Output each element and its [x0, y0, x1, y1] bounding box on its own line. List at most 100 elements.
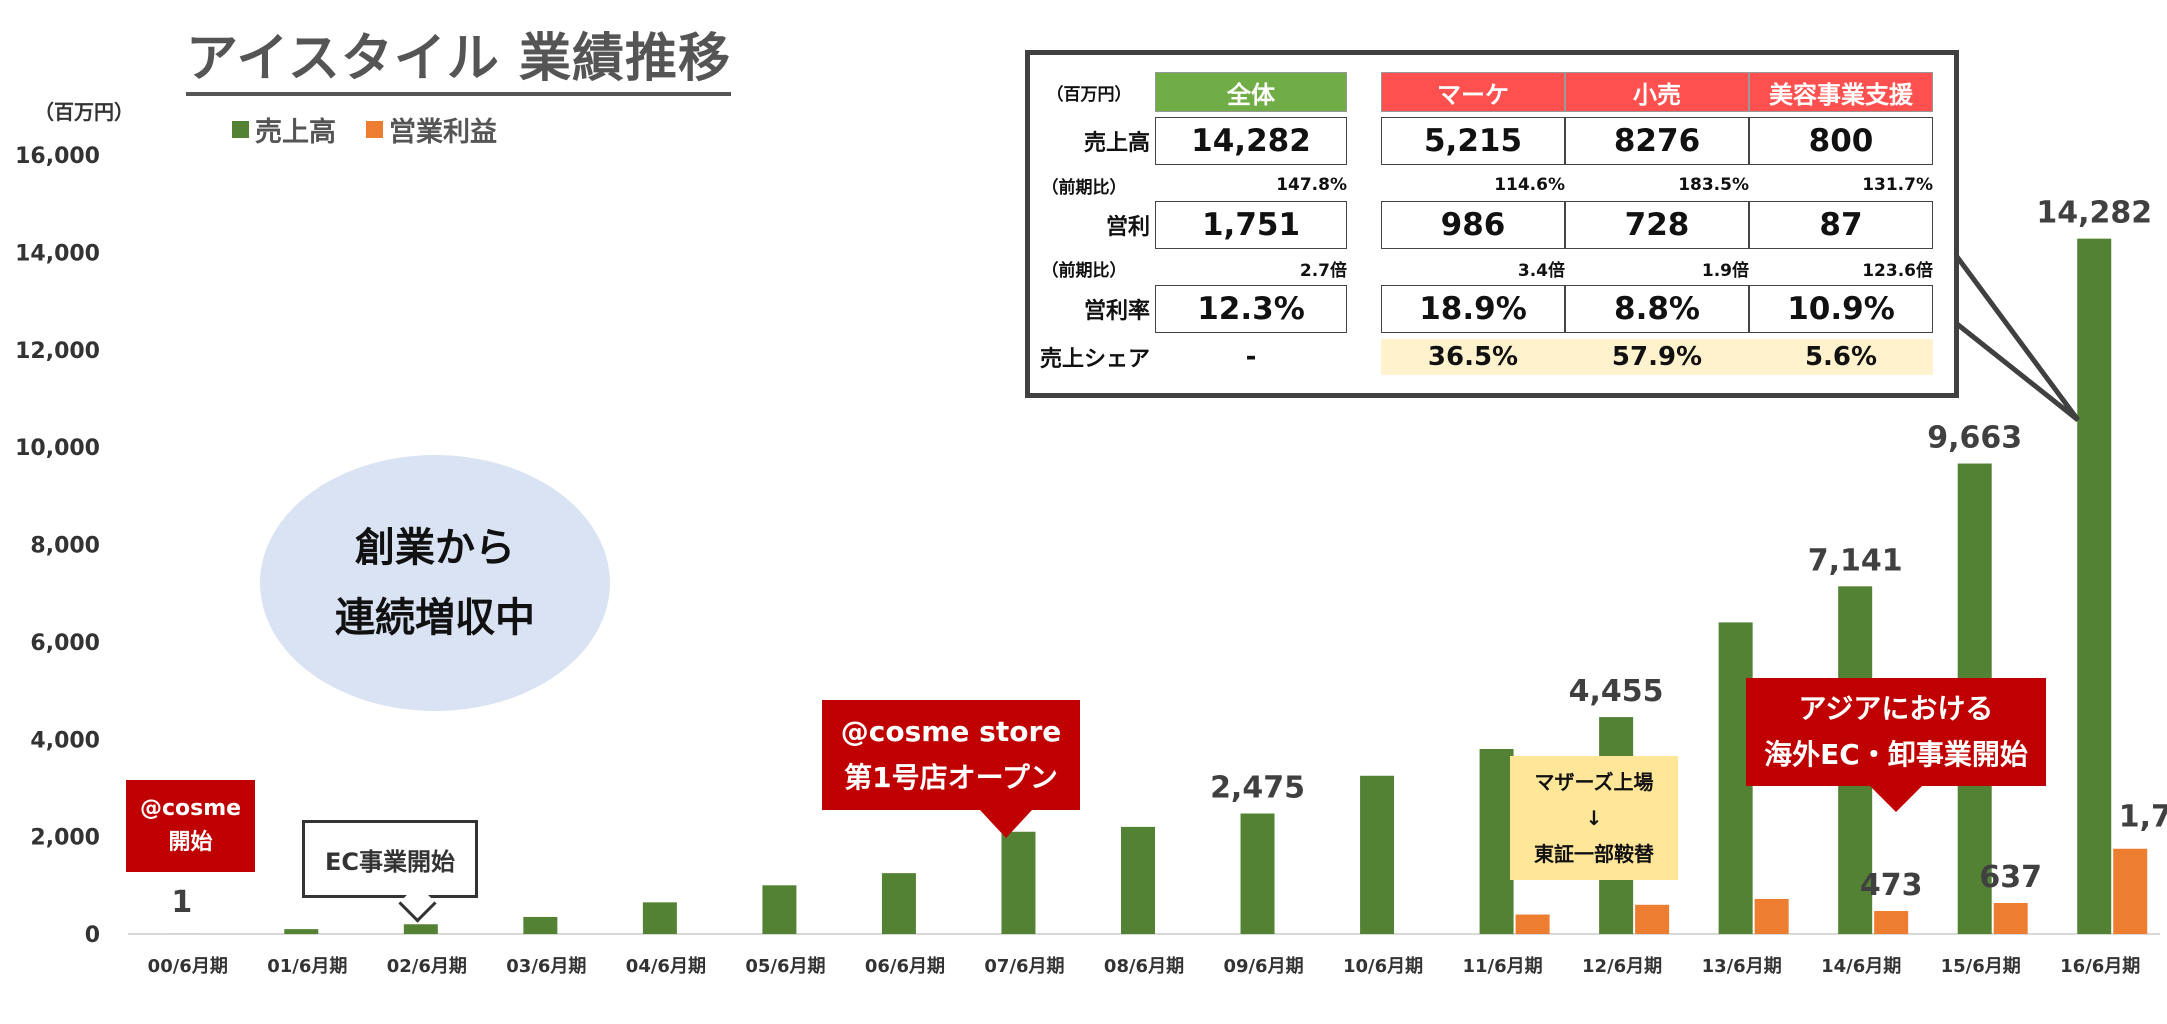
sales-marke: 5,215	[1381, 117, 1565, 165]
x-tick-label: 05/6月期	[745, 956, 825, 977]
share-beauty-support: 5.6%	[1749, 339, 1933, 375]
x-tick-label: 09/6月期	[1223, 956, 1303, 977]
y-tick-label: 6,000	[30, 631, 100, 656]
row-label-op-yoy: （前期比）	[1041, 260, 1127, 281]
data-label: 473	[1860, 868, 1923, 903]
row-label-margin: 営利率	[1083, 299, 1150, 324]
sales-retail: 8276	[1565, 117, 1749, 165]
share-retail: 57.9%	[1565, 339, 1749, 375]
mothers-line-2: ↓	[1585, 806, 1603, 830]
header-beauty-support: 美容事業支援	[1749, 72, 1933, 112]
y-tick-label: 4,000	[30, 728, 100, 753]
data-label: 1,751	[2119, 800, 2167, 835]
legend-item-sales: 売上高	[232, 110, 336, 149]
data-label: 2,475	[1210, 770, 1305, 805]
op-retail: 728	[1565, 201, 1749, 249]
cosme-start-line-2: 開始	[168, 830, 213, 855]
sales-yoy-beauty-support: 131.7%	[1862, 175, 1933, 195]
growth-ellipse: 創業から 連続増収中	[260, 455, 610, 711]
store-open-line-1: @cosme store	[840, 715, 1062, 748]
op-beauty-support: 87	[1749, 201, 1933, 249]
row-label-sales: 売上高	[1083, 131, 1150, 156]
data-label: 4,455	[1569, 674, 1664, 709]
bar-op-14	[1874, 910, 1909, 934]
share-total: -	[1245, 342, 1257, 372]
bar-sales-16	[2077, 238, 2112, 934]
x-tick-label: 01/6月期	[267, 956, 347, 977]
y-tick-label: 14,000	[15, 241, 100, 266]
store-open-line-2: 第1号店オープン	[844, 761, 1058, 794]
bar-sales-7	[1001, 831, 1036, 934]
bar-sales-4	[642, 902, 677, 934]
store-open-callout: @cosme store 第1号店オープン	[822, 700, 1080, 838]
x-tick-label: 04/6月期	[626, 956, 706, 977]
summary-table: （百万円） 全体 マーケ 小売 美容事業支援 売上高 14,282 5,215 …	[1025, 50, 1959, 398]
bar-sales-8	[1121, 826, 1155, 934]
legend-swatch-sales	[232, 121, 249, 138]
share-marke: 36.5%	[1381, 339, 1565, 375]
sales-beauty-support: 800	[1749, 117, 1933, 165]
x-tick-label: 00/6月期	[148, 956, 228, 977]
y-tick-label: 16,000	[15, 144, 100, 169]
asia-line-2: 海外EC・卸事業開始	[1764, 738, 2028, 771]
ellipse-line-1: 創業から	[355, 525, 515, 571]
x-tick-label: 03/6月期	[506, 956, 586, 977]
bar-op-11	[1515, 914, 1550, 934]
x-tick-label: 02/6月期	[387, 956, 467, 977]
bar-sales-2	[403, 924, 438, 934]
mothers-line-3: 東証一部鞍替	[1534, 842, 1654, 866]
x-tick-label: 06/6月期	[865, 956, 945, 977]
row-label-sales-yoy: （前期比）	[1041, 177, 1127, 198]
bar-sales-3	[523, 916, 558, 934]
bar-sales-10	[1360, 775, 1395, 934]
bar-op-13	[1754, 898, 1789, 934]
margin-beauty-support: 10.9%	[1749, 285, 1933, 333]
op-yoy-marke: 3.4倍	[1517, 260, 1565, 281]
x-tick-label: 08/6月期	[1104, 956, 1184, 977]
legend: 売上高 営業利益	[232, 110, 527, 149]
op-marke: 986	[1381, 201, 1565, 249]
data-label: 637	[1979, 860, 2042, 895]
data-label: 1	[171, 885, 192, 920]
margin-marke: 18.9%	[1381, 285, 1565, 333]
table-unit: （百万円）	[1046, 84, 1132, 105]
ec-start-text: EC事業開始	[324, 847, 455, 876]
x-tick-label: 12/6月期	[1582, 956, 1662, 977]
asia-line-1: アジアにおける	[1798, 692, 1994, 725]
header-marke: マーケ	[1381, 72, 1565, 112]
margin-retail: 8.8%	[1565, 285, 1749, 333]
sales-total: 14,282	[1155, 117, 1347, 165]
op-total: 1,751	[1155, 201, 1347, 249]
legend-item-op: 営業利益	[366, 110, 497, 149]
bar-sales-11	[1479, 748, 1514, 934]
x-tick-label: 11/6月期	[1463, 956, 1543, 977]
mothers-listing-note: マザーズ上場 ↓ 東証一部鞍替	[1510, 756, 1678, 880]
y-unit-label: （百万円）	[34, 100, 134, 124]
header-total: 全体	[1155, 72, 1347, 112]
bar-sales-5	[762, 885, 797, 934]
x-tick-label: 15/6月期	[1941, 956, 2021, 977]
sales-yoy-marke: 114.6%	[1494, 175, 1565, 195]
cosme-start-note: @cosme 開始	[126, 780, 255, 872]
y-tick-label: 8,000	[30, 534, 100, 559]
ec-start-callout: EC事業開始	[302, 820, 478, 898]
sales-yoy-total: 147.8%	[1276, 175, 1347, 195]
y-tick-label: 2,000	[30, 826, 100, 851]
op-yoy-beauty-support: 123.6倍	[1862, 260, 1933, 281]
legend-label-op: 営業利益	[389, 117, 497, 148]
page-title: アイスタイル 業績推移	[186, 26, 731, 96]
bar-sales-6	[881, 873, 916, 934]
y-tick-label: 0	[85, 923, 100, 948]
op-yoy-retail: 1.9倍	[1701, 260, 1749, 281]
x-tick-label: 14/6月期	[1821, 956, 1901, 977]
y-tick-label: 10,000	[15, 436, 100, 461]
mothers-line-1: マザーズ上場	[1534, 770, 1654, 794]
bar-sales-1	[284, 929, 319, 934]
op-yoy-total: 2.7倍	[1299, 260, 1347, 281]
data-label: 7,141	[1808, 543, 1903, 578]
legend-swatch-op	[366, 121, 383, 138]
bar-sales-9	[1240, 813, 1275, 934]
data-label: 9,663	[1927, 421, 2022, 456]
cosme-start-line-1: @cosme	[139, 796, 242, 821]
